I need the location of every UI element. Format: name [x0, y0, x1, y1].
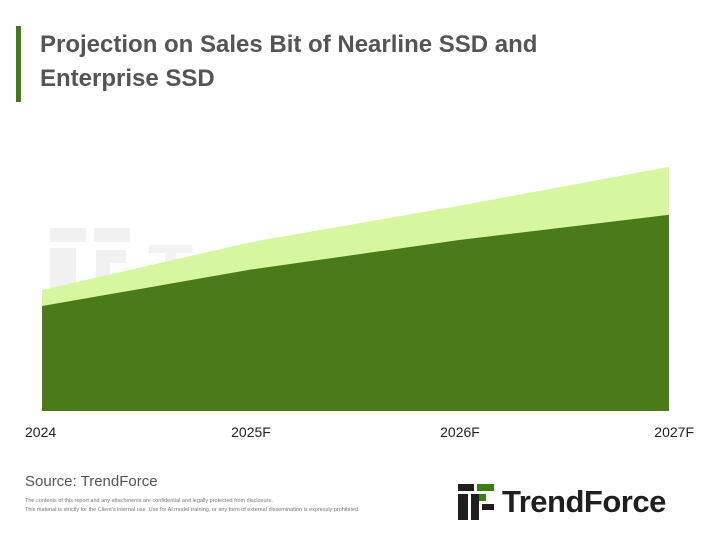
x-tick-label: 2024 [25, 424, 56, 440]
trendforce-logo-icon [458, 484, 494, 520]
trendforce-logo-text: TrendForce [502, 484, 666, 519]
source-note: Source: TrendForce [25, 473, 158, 490]
area-series-2 [42, 166, 669, 307]
trendforce-logo: TrendForce [458, 484, 666, 520]
chart-title: Projection on Sales Bit of Nearline SSD … [40, 28, 680, 96]
disclaimer-line-1: The contents of this report and any atta… [25, 498, 273, 504]
title-accent-bar [16, 26, 21, 102]
x-tick-label: 2025F [231, 424, 271, 440]
chart-title-line-2: Enterprise SSD [40, 65, 215, 92]
x-tick-label: 2026F [440, 424, 480, 440]
x-tick-label: 2027F [654, 424, 694, 440]
chart-title-line-1: Projection on Sales Bit of Nearline SSD … [40, 31, 538, 58]
area-series-1 [42, 214, 669, 411]
disclaimer-line-2: This material is strictly for the Client… [25, 507, 360, 513]
